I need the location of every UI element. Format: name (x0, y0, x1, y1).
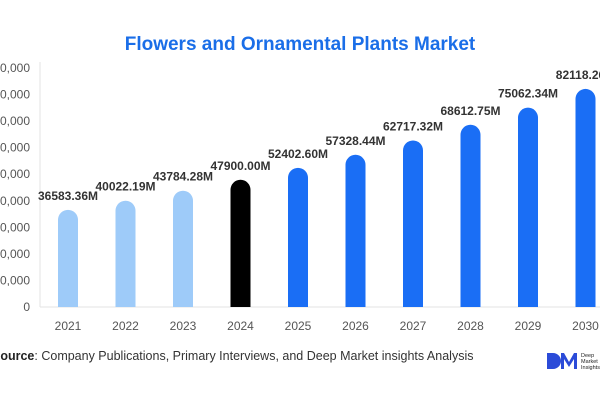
data-label: 82118.26M (556, 68, 600, 82)
data-label: 36583.36M (38, 189, 98, 203)
x-tick-label: 2021 (55, 319, 82, 333)
x-tick-label: 2028 (457, 319, 484, 333)
x-tick-label: 2029 (515, 319, 542, 333)
svg-text:Insights: Insights (581, 365, 600, 371)
data-label: 57328.44M (325, 134, 385, 148)
y-tick-label: 70,000 (0, 114, 30, 128)
bar-2026 (345, 154, 366, 307)
bar-2021 (58, 209, 78, 307)
bar-chart: 0 10,000 20,000 30,000 40,000 50,000 60,000 70,… (0, 61, 600, 333)
chart-title: Flowers and Ornamental Plants Market (124, 34, 476, 55)
bar-2023 (173, 190, 193, 307)
svg-text:Market: Market (581, 359, 598, 365)
x-tick-label: 2030 (572, 319, 599, 333)
y-tick-label: 90,000 (0, 61, 30, 75)
bar-2022 (115, 200, 136, 307)
data-label: 62717.32M (383, 119, 443, 133)
y-tick-label: 20,000 (0, 247, 30, 261)
y-tick-label: 30,000 (0, 220, 30, 234)
bar-2025 (288, 167, 308, 307)
x-tick-label: 2027 (400, 319, 427, 333)
y-tick-label: 0 (23, 300, 30, 314)
x-tick-label: 2025 (285, 319, 312, 333)
svg-text:Deep: Deep (581, 353, 594, 359)
bar-2028 (460, 124, 481, 307)
y-tick-label: 80,000 (0, 88, 30, 102)
x-tick-label: 2026 (342, 319, 369, 333)
y-tick-label: 50,000 (0, 167, 30, 181)
company-logo: Deep Market Insights (547, 353, 600, 371)
y-tick-label: 60,000 (0, 141, 30, 155)
source-note: Source: Company Publications, Primary In… (0, 349, 473, 363)
y-tick-label: 10,000 (0, 273, 30, 287)
data-label: 40022.19M (95, 180, 155, 194)
y-tick-label: 40,000 (0, 194, 30, 208)
data-label: 43784.28M (153, 170, 213, 184)
bar-2027 (403, 140, 423, 307)
data-label: 47900.00M (210, 159, 270, 173)
data-label: 75062.34M (498, 87, 558, 101)
x-tick-label: 2022 (112, 319, 139, 333)
bar-2029 (518, 107, 538, 307)
x-tick-label: 2024 (227, 319, 254, 333)
data-label: 52402.60M (268, 147, 328, 161)
source-label: Source (0, 349, 35, 363)
bar-2024 (230, 179, 251, 307)
data-label: 68612.75M (440, 104, 500, 118)
bar-2030 (575, 88, 596, 308)
x-tick-label: 2023 (170, 319, 197, 333)
source-text: : Company Publications, Primary Intervie… (34, 349, 474, 363)
